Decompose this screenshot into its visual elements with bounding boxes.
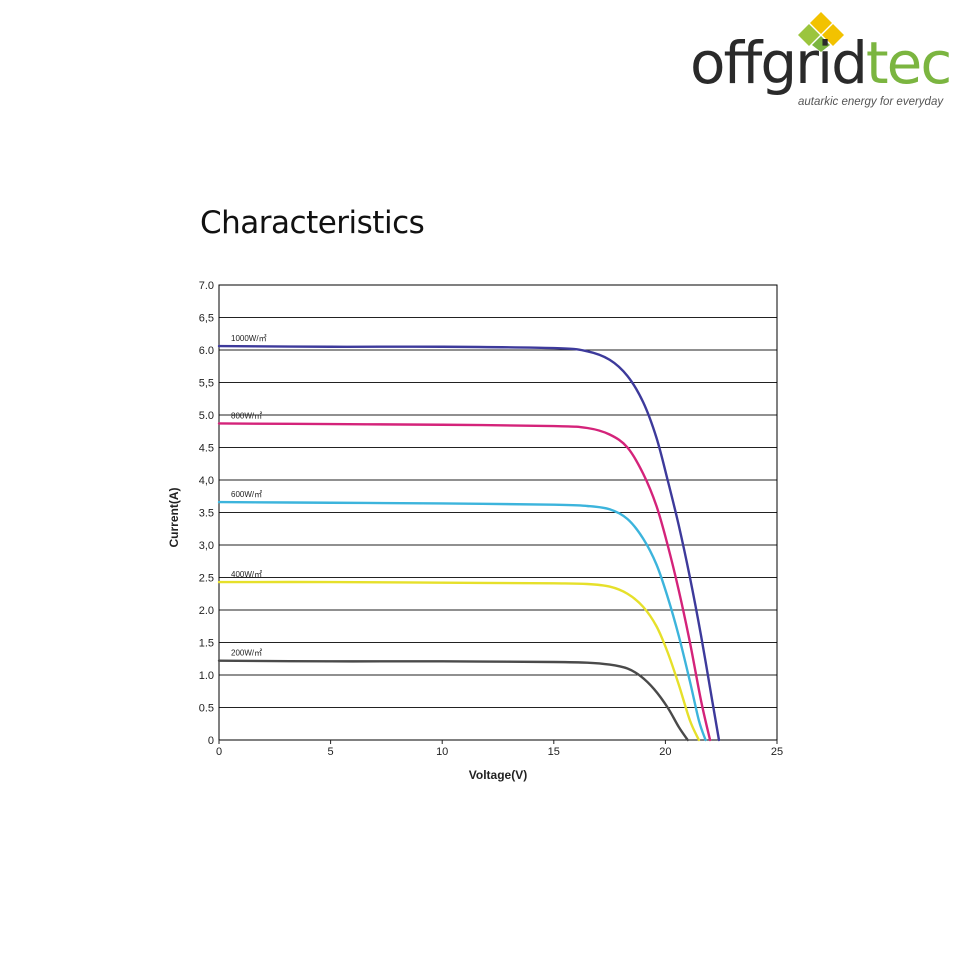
y-tick-label: 1.0 xyxy=(199,670,214,682)
plot-frame xyxy=(218,284,778,741)
series-line-4 xyxy=(217,659,689,742)
brand-logo: offgridtec autarkic energy for everyday xyxy=(688,12,952,112)
x-tick-label: 0 xyxy=(216,746,222,758)
x-tick-label: 25 xyxy=(771,746,783,758)
logo-wordmark: offgridtec xyxy=(690,34,952,92)
y-tick-label: 2.0 xyxy=(199,605,214,617)
x-tick-label: 15 xyxy=(548,746,560,758)
y-tick-label: 7.0 xyxy=(199,280,214,292)
logo-diamond-icon xyxy=(798,12,844,52)
y-tick-label: 4,0 xyxy=(199,475,214,487)
grid xyxy=(219,284,777,741)
y-tick-label: 2.5 xyxy=(199,573,214,585)
series-line-1 xyxy=(217,422,712,742)
y-tick-label: 0.5 xyxy=(199,703,214,715)
y-tick-label: 1.5 xyxy=(199,638,214,650)
y-tick-label: 6.0 xyxy=(199,345,214,357)
page-title: Characteristics xyxy=(200,205,425,241)
y-tick-label: 6,5 xyxy=(199,313,214,325)
ticks: 0 0.5 1.0 1.5 2.0 2.5 3,0 3.5 4,0 4.5 5.0 5,5 6.0 6,5… xyxy=(199,280,783,758)
series: 1000W/㎡ 800W/㎡ 600W/㎡ 400W/㎡ 200W/㎡ xyxy=(217,334,721,742)
x-axis-label: Voltage(V) xyxy=(469,768,527,782)
y-tick-label: 5,5 xyxy=(199,378,214,390)
y-tick-label: 5.0 xyxy=(199,410,214,422)
series-label-1: 800W/㎡ xyxy=(231,411,262,420)
x-tick-label: 20 xyxy=(659,746,671,758)
series-line-3 xyxy=(217,580,701,742)
y-tick-label: 3,0 xyxy=(199,540,214,552)
logo-tagline: autarkic energy for everyday xyxy=(798,96,944,108)
y-tick-label: 0 xyxy=(208,735,214,747)
x-tick-label: 5 xyxy=(328,746,334,758)
series-line-0 xyxy=(217,344,721,742)
series-label-0: 1000W/㎡ xyxy=(231,334,267,343)
x-tick-label: 10 xyxy=(436,746,448,758)
logo-word-dark: offgrid xyxy=(690,29,868,97)
y-tick-label: 3.5 xyxy=(199,508,214,520)
series-label-2: 600W/㎡ xyxy=(231,490,262,499)
y-axis-label: Current(A) xyxy=(167,488,181,548)
series-label-3: 400W/㎡ xyxy=(231,570,262,579)
series-line-2 xyxy=(217,500,707,742)
series-label-4: 200W/㎡ xyxy=(231,649,262,658)
logo-word-green: tec xyxy=(865,29,952,97)
y-tick-label: 4.5 xyxy=(199,443,214,455)
